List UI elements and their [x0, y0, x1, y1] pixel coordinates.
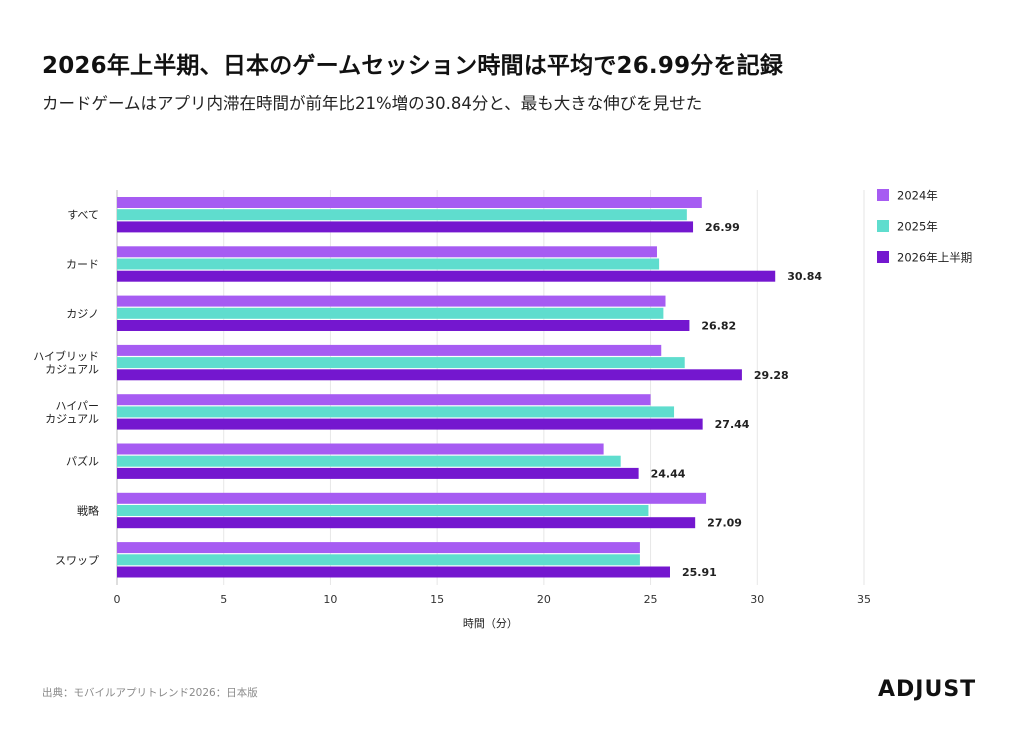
category-label: パズル — [66, 454, 99, 468]
bar-2025 — [117, 209, 687, 221]
legend-label: 2026年上半期 — [897, 251, 972, 265]
x-tick-label: 0 — [114, 593, 121, 606]
bar-2026h1 — [117, 418, 703, 430]
x-tick-label: 35 — [857, 593, 871, 606]
data-label: 25.91 — [682, 566, 717, 579]
x-tick-label: 15 — [430, 593, 444, 606]
brand-logo: ADJUST — [878, 677, 977, 702]
bar-2024 — [117, 443, 604, 455]
bar-2024 — [117, 295, 666, 307]
bar-2026h1 — [117, 517, 696, 529]
x-tick-label: 10 — [323, 593, 337, 606]
legend-swatch — [877, 189, 889, 201]
category-label: カジュアル — [45, 363, 99, 376]
legend-swatch — [877, 251, 889, 263]
legend-label: 2024年 — [897, 189, 938, 203]
bar-2025 — [117, 455, 621, 467]
category-label: カード — [66, 258, 99, 271]
category-label: 戦略 — [77, 504, 99, 518]
bar-2024 — [117, 246, 657, 258]
data-label: 30.84 — [787, 270, 822, 283]
x-axis-title: 時間（分） — [463, 617, 518, 630]
source-note: 出典：モバイルアプリトレンド2026：日本版 — [42, 687, 258, 699]
x-tick-label: 5 — [220, 593, 227, 606]
data-label: 27.44 — [715, 418, 750, 431]
data-label: 26.99 — [705, 221, 740, 234]
legend-swatch — [877, 220, 889, 232]
bar-2026h1 — [117, 320, 690, 331]
bar-2024 — [117, 344, 662, 356]
category-label: カジノ — [66, 307, 99, 320]
bar-2024 — [117, 492, 707, 504]
chart-subtitle: カードゲームはアプリ内滞在時間が前年比21%増の30.84分と、最も大きな伸びを… — [42, 94, 703, 113]
legend-label: 2025年 — [897, 220, 938, 234]
data-label: 26.82 — [701, 320, 736, 333]
bar-2026h1 — [117, 221, 694, 233]
chart-title: 2026年上半期、日本のゲームセッション時間は平均で26.99分を記録 — [42, 53, 784, 79]
bar-2024 — [117, 197, 702, 208]
data-label: 29.28 — [754, 369, 789, 382]
bar-2026h1 — [117, 369, 742, 381]
bar-2025 — [117, 554, 640, 566]
category-label: カジュアル — [45, 412, 99, 425]
bar-2025 — [117, 307, 664, 319]
bar-2025 — [117, 357, 685, 369]
bar-2026h1 — [117, 467, 639, 479]
bar-2024 — [117, 542, 640, 554]
category-label: スワップ — [55, 554, 99, 567]
category-label: すべて — [67, 209, 99, 222]
x-tick-label: 25 — [644, 593, 658, 606]
bar-2025 — [117, 505, 649, 516]
x-tick-label: 30 — [750, 593, 764, 606]
category-label: ハイブリッド — [33, 349, 99, 363]
bar-2026h1 — [117, 566, 670, 578]
category-label: ハイパー — [55, 399, 99, 412]
bar-2024 — [117, 394, 651, 406]
bar-2025 — [117, 258, 660, 270]
x-tick-label: 20 — [537, 593, 551, 606]
data-label: 27.09 — [707, 517, 742, 530]
bar-2025 — [117, 406, 675, 418]
bar-2026h1 — [117, 270, 776, 282]
data-label: 24.44 — [651, 467, 686, 480]
